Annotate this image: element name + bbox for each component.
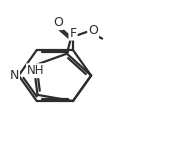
Text: O: O bbox=[53, 16, 63, 29]
Text: F: F bbox=[69, 27, 77, 40]
Text: NH: NH bbox=[27, 64, 44, 77]
Text: O: O bbox=[88, 24, 98, 37]
Text: N: N bbox=[10, 69, 19, 82]
